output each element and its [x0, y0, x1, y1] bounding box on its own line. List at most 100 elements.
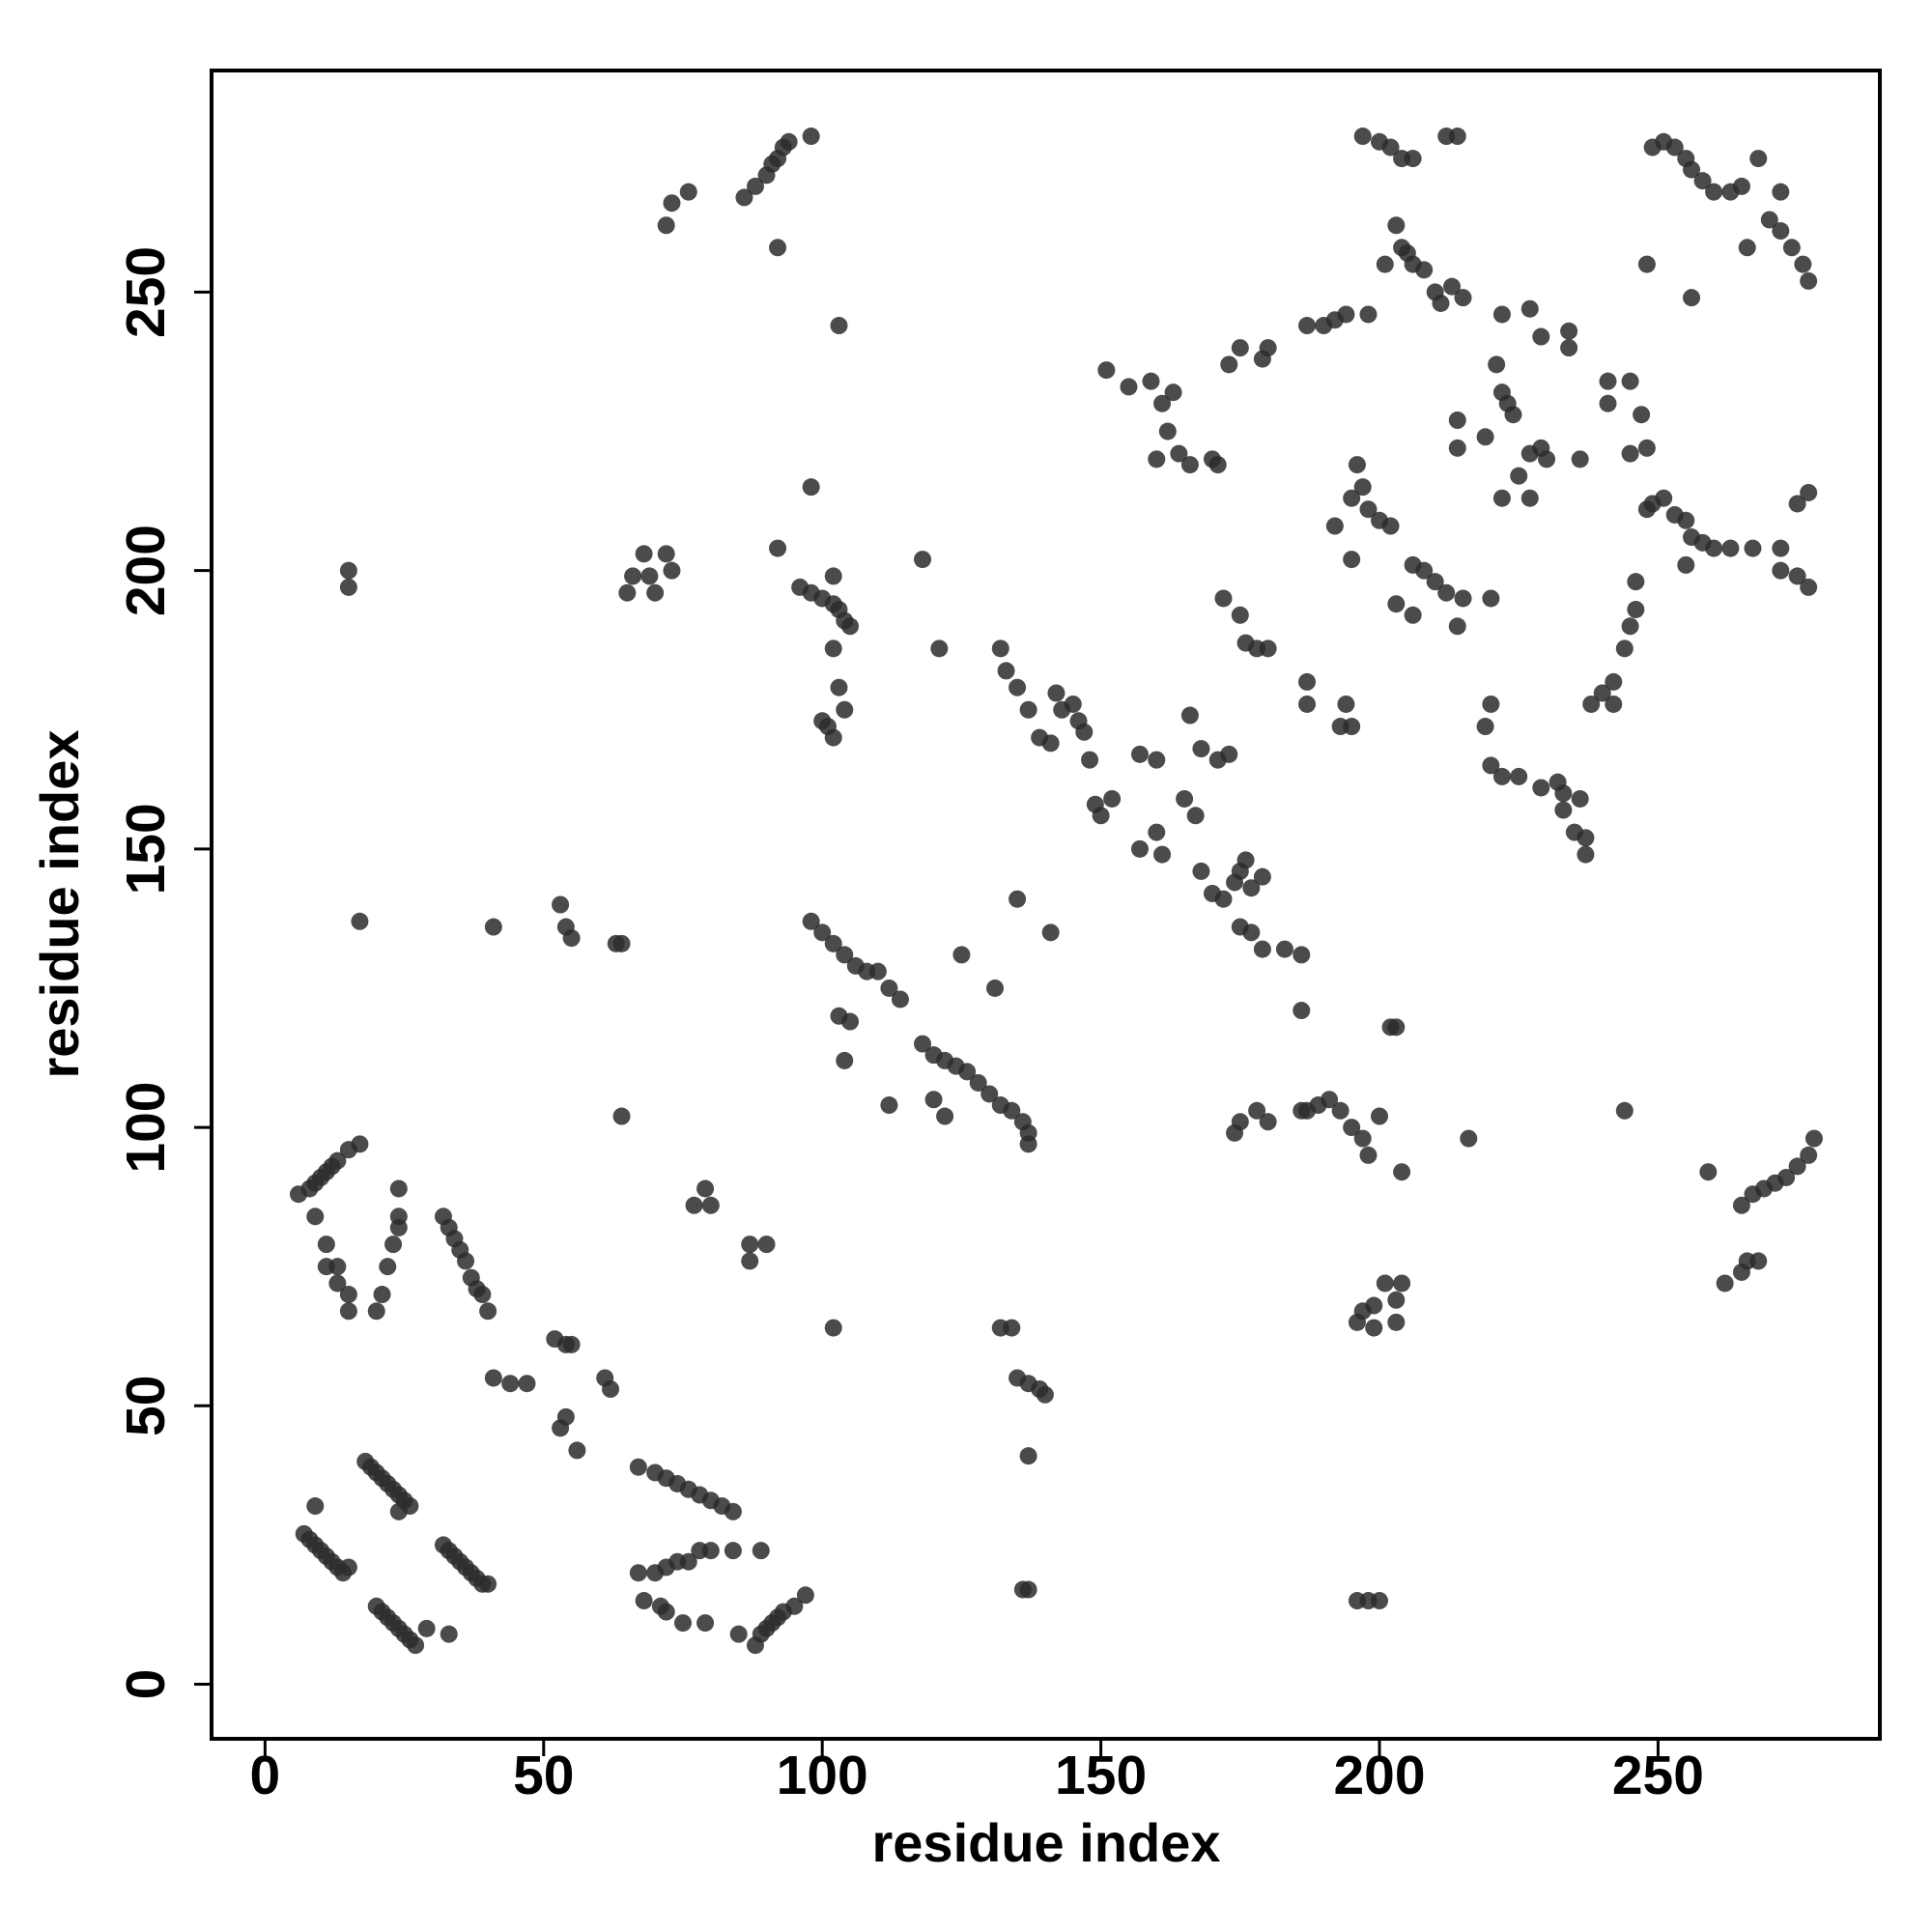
point — [824, 728, 842, 747]
point — [328, 1151, 347, 1170]
point — [1220, 355, 1238, 374]
point — [389, 1208, 408, 1226]
point — [1075, 723, 1094, 741]
point — [1130, 839, 1149, 858]
point — [1454, 589, 1472, 608]
point — [1097, 361, 1116, 380]
point — [780, 132, 798, 151]
point — [1387, 1018, 1406, 1037]
point — [1041, 923, 1060, 942]
point — [1415, 261, 1434, 279]
point — [1560, 339, 1578, 357]
point — [824, 1319, 842, 1337]
point — [1800, 578, 1818, 596]
point — [1036, 1385, 1054, 1404]
point — [1236, 851, 1255, 869]
point — [1404, 150, 1422, 168]
y-tick-label: 50 — [115, 1376, 177, 1436]
point — [1577, 845, 1595, 864]
point — [339, 1286, 357, 1304]
point — [1760, 211, 1778, 229]
point — [1777, 1168, 1796, 1186]
point — [1148, 751, 1166, 769]
point — [1772, 183, 1790, 201]
point — [1738, 239, 1756, 257]
point — [841, 617, 860, 636]
point — [1298, 695, 1317, 713]
point — [1677, 555, 1695, 574]
point — [1259, 1113, 1277, 1131]
point — [824, 567, 842, 585]
point — [1365, 1319, 1383, 1337]
point — [1554, 784, 1573, 803]
point — [568, 1441, 586, 1460]
point — [1359, 305, 1378, 324]
point — [1749, 1252, 1768, 1270]
point — [1242, 879, 1261, 897]
point — [752, 1542, 770, 1560]
point — [1476, 718, 1494, 736]
point — [1426, 573, 1444, 591]
point — [701, 1196, 720, 1214]
point — [1627, 573, 1645, 591]
point — [1371, 1592, 1389, 1610]
point — [457, 1252, 475, 1270]
point — [986, 979, 1005, 997]
point — [1693, 172, 1712, 190]
point — [663, 194, 681, 213]
point — [1041, 734, 1060, 753]
point — [1599, 394, 1617, 412]
point — [1348, 456, 1366, 474]
point — [1359, 500, 1378, 519]
point — [1492, 305, 1511, 324]
point — [663, 561, 681, 580]
point — [1321, 1091, 1339, 1109]
point — [1571, 450, 1589, 469]
point — [1164, 384, 1182, 402]
point — [484, 918, 502, 936]
point — [991, 639, 1009, 658]
point — [1492, 489, 1511, 507]
point — [1019, 1135, 1037, 1153]
point — [1443, 277, 1462, 296]
point — [1231, 606, 1249, 624]
point — [1448, 128, 1466, 146]
point — [1627, 600, 1645, 618]
point — [646, 583, 665, 602]
point — [629, 1458, 647, 1476]
point — [1142, 372, 1160, 390]
point — [1148, 823, 1166, 841]
point — [673, 1614, 692, 1633]
point — [389, 1179, 408, 1198]
point — [1437, 583, 1456, 602]
point — [1019, 1580, 1037, 1599]
x-tick-label: 150 — [1055, 1745, 1147, 1806]
point — [1103, 789, 1122, 808]
point — [1772, 539, 1790, 557]
point — [958, 1063, 977, 1081]
point — [501, 1375, 520, 1393]
point — [1381, 517, 1400, 535]
point — [640, 567, 659, 585]
point — [1009, 678, 1027, 696]
point — [1343, 489, 1361, 507]
point — [1432, 294, 1450, 312]
point — [1448, 412, 1466, 430]
point — [997, 662, 1015, 680]
point — [635, 545, 653, 563]
point — [1393, 1274, 1411, 1293]
point — [1571, 789, 1589, 808]
point — [1788, 495, 1806, 513]
point — [1242, 923, 1261, 942]
x-tick-label: 0 — [250, 1745, 281, 1806]
point — [1353, 1129, 1372, 1148]
point — [1371, 1107, 1389, 1125]
point — [1298, 317, 1317, 335]
point — [1532, 327, 1550, 346]
point — [952, 946, 971, 964]
point — [1772, 561, 1790, 580]
point — [1248, 1101, 1266, 1120]
point — [1275, 940, 1293, 958]
point — [1337, 695, 1355, 713]
